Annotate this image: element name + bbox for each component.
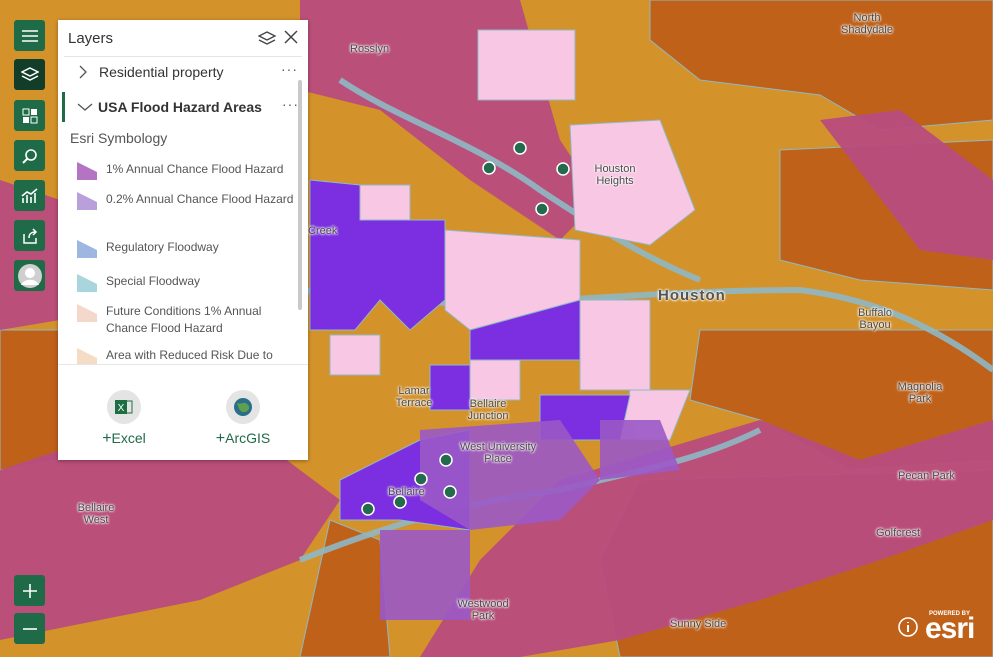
- panel-title: Layers: [68, 30, 114, 47]
- add-arcgis[interactable]: +ArcGIS: [203, 390, 283, 448]
- layers-panel: Layers Residential property ··· USA Floo…: [58, 20, 308, 460]
- basemap-button[interactable]: [14, 100, 45, 131]
- zoom-out[interactable]: [14, 613, 45, 644]
- place-label: Sunny Side: [670, 618, 727, 630]
- action-label: ArcGIS: [225, 430, 271, 446]
- close-button[interactable]: [284, 30, 298, 44]
- legend-label: Area with Reduced Risk Due to: [106, 348, 273, 362]
- analysis-button[interactable]: [14, 180, 45, 211]
- layers-options[interactable]: [258, 30, 278, 48]
- layer-row[interactable]: Residential property ···: [64, 57, 302, 87]
- place-label: Magnolia Park: [897, 381, 943, 405]
- place-label: Lamar Terrace: [395, 385, 433, 409]
- place-label: Pecan Park: [898, 470, 955, 482]
- legend-label: 1% Annual Chance Flood Hazard: [106, 162, 284, 176]
- svg-text:X: X: [118, 403, 125, 414]
- place-label: Buffalo Bayou: [857, 307, 893, 331]
- legend: 1% Annual Chance Flood Hazard 0.2% Annua…: [58, 150, 298, 364]
- legend-label: Special Floodway: [106, 274, 201, 288]
- esri-logo: esri: [925, 612, 975, 645]
- legend-heading: Esri Symbology: [70, 130, 168, 146]
- place-label: Rosslyn: [350, 43, 390, 55]
- profile-button[interactable]: [14, 260, 45, 291]
- place-label: Bellaire: [388, 486, 425, 498]
- legend-label: 0.2% Annual Chance Flood Hazard: [106, 192, 294, 206]
- zoom-in[interactable]: [14, 575, 45, 606]
- layer-row[interactable]: USA Flood Hazard Areas ···: [62, 92, 303, 122]
- layer-name: USA Flood Hazard Areas: [98, 99, 262, 115]
- powered-by: POWERED BY: [929, 611, 971, 617]
- action-label: Excel: [111, 430, 146, 446]
- legend-label: Regulatory Floodway: [106, 240, 219, 254]
- menu-button[interactable]: [14, 20, 45, 51]
- place-label: Westwood Park: [457, 598, 509, 622]
- place-label: North Shadydale: [841, 12, 893, 36]
- search-button[interactable]: [14, 140, 45, 171]
- place-label: Creek: [308, 225, 338, 237]
- layers-button[interactable]: [14, 59, 45, 90]
- place-label: Houston Heights: [594, 163, 636, 187]
- layer-name: Residential property: [99, 64, 224, 80]
- share-button[interactable]: [14, 220, 45, 251]
- legend-label: Future Conditions 1% Annual Chance Flood…: [106, 304, 262, 335]
- place-label: Bellaire West: [77, 502, 115, 526]
- add-excel[interactable]: X +Excel: [84, 390, 164, 448]
- place-label: Golfcrest: [876, 527, 921, 539]
- place-label: Bellaire Junction: [467, 398, 509, 422]
- city-label: Houston: [658, 287, 726, 304]
- place-label: West University Place: [459, 441, 537, 465]
- info-button[interactable]: [897, 616, 919, 638]
